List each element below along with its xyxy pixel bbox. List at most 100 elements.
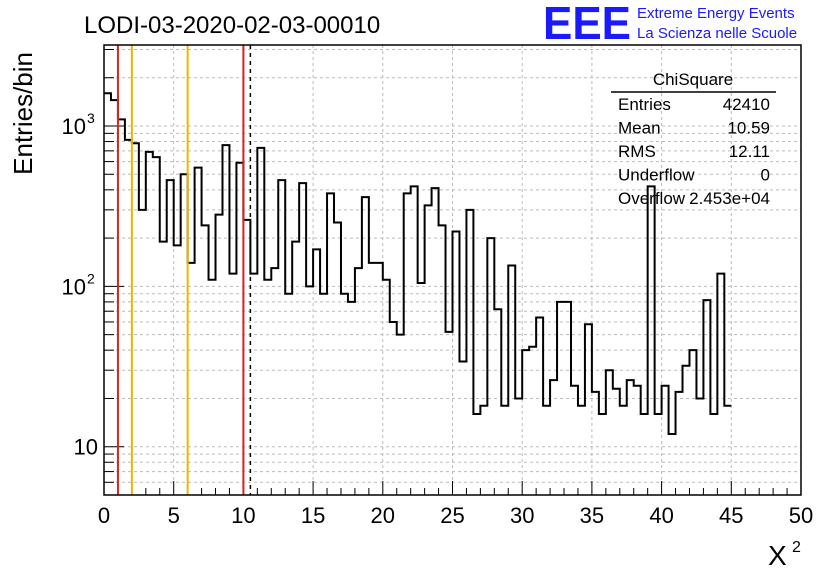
histogram-bin: [501, 405, 508, 407]
stats-row-label: RMS: [618, 142, 656, 161]
histogram-bin: [146, 151, 153, 153]
histogram-bin: [153, 156, 160, 158]
y-tick-exponent: 2: [87, 270, 95, 286]
histogram-bin: [341, 293, 348, 295]
x-tick-label: 45: [719, 503, 743, 528]
y-tick-base: 10: [62, 114, 86, 139]
histogram-bin: [229, 273, 236, 275]
histogram-bin: [216, 214, 223, 216]
histogram-bin: [271, 267, 278, 269]
histogram-bin: [181, 173, 188, 175]
y-tick-base: 10: [74, 435, 98, 460]
histogram-bin: [327, 192, 334, 194]
stats-row-value: 12.11: [729, 142, 770, 161]
histogram-bin: [683, 365, 690, 367]
histogram-bin: [466, 209, 473, 211]
histogram-bin: [411, 185, 418, 187]
x-tick-label: 20: [371, 503, 395, 528]
histogram-bin: [264, 279, 271, 281]
histogram-bin: [397, 334, 404, 336]
histogram-bin: [592, 391, 599, 393]
histogram-bin: [703, 299, 710, 301]
histogram-bin: [669, 433, 676, 435]
histogram-series: [104, 92, 732, 436]
histogram-bin: [167, 179, 174, 181]
histogram-bin: [369, 262, 376, 264]
histogram-bin: [655, 413, 662, 415]
stats-rows: Entries 42410 Mean 10.59 RMS 12.11 Underflow 0 O…: [618, 95, 770, 208]
x-axis-label: X 2: [768, 539, 801, 571]
histogram-bin: [494, 308, 501, 310]
histogram-bin: [439, 224, 446, 226]
y-tick-label: 10: [74, 435, 98, 460]
histogram-bin: [459, 360, 466, 362]
x-tick-label: 15: [301, 503, 325, 528]
histogram-bin: [564, 301, 571, 303]
histogram-bin: [557, 301, 564, 303]
histogram-bin: [543, 405, 550, 407]
histogram-bin: [355, 267, 362, 269]
histogram-bin: [432, 187, 439, 189]
x-tick-label: 25: [440, 503, 464, 528]
chart-title: LODI-03-2020-02-03-00010: [84, 12, 380, 39]
histogram-bin: [209, 279, 216, 281]
histogram-bin: [473, 413, 480, 415]
histogram-bin: [585, 323, 592, 325]
histogram-bin: [662, 385, 669, 387]
histogram-bin: [418, 282, 425, 284]
histogram-bin: [160, 241, 167, 243]
histogram-bin: [306, 285, 313, 287]
y-axis-label: Entries/bin: [8, 52, 38, 175]
histogram-bin: [285, 293, 292, 295]
stats-row-value: 0: [761, 166, 770, 185]
histogram-bin: [536, 316, 543, 318]
histogram-bin: [139, 209, 146, 211]
logo-line1: Extreme Energy Events: [637, 5, 795, 22]
histogram-bin: [188, 262, 195, 264]
y-tick-base: 10: [62, 274, 86, 299]
histogram-bin: [174, 244, 181, 246]
histogram-bin: [620, 405, 627, 407]
histogram-bin: [118, 118, 125, 120]
histogram-bin: [250, 273, 257, 275]
histogram-bin: [243, 219, 250, 221]
histogram-bin: [222, 144, 229, 146]
plot-frame: [103, 44, 802, 496]
histogram-bin: [390, 321, 397, 323]
histogram-bin: [404, 192, 411, 194]
histogram-outline: [104, 92, 732, 436]
x-tick-label: 35: [580, 503, 604, 528]
histogram-bin: [522, 349, 529, 351]
histogram-bin: [508, 264, 515, 266]
stats-row-label: Mean: [618, 119, 661, 138]
histogram-bin: [278, 179, 285, 181]
histogram-bin: [362, 196, 369, 198]
y-tick-label: 10 3: [62, 110, 95, 139]
histogram-bin: [236, 162, 243, 164]
stats-row-value: 2.453e+04: [689, 189, 770, 208]
histogram-bin: [550, 379, 557, 381]
histogram-bin: [348, 301, 355, 303]
stats-title: ChiSquare: [653, 70, 733, 89]
histogram-bin: [292, 241, 299, 243]
histogram-bin: [599, 413, 606, 415]
histogram-bin: [446, 331, 453, 333]
stats-row-value: 10.59: [727, 119, 770, 138]
stats-box: ChiSquare Entries 42410 Mean 10.59 RMS 12.11 U…: [611, 70, 776, 208]
histogram-bin: [578, 405, 585, 407]
histogram-bin: [480, 405, 487, 407]
histogram-bin: [453, 230, 460, 232]
histogram-bin: [613, 388, 620, 390]
histogram-bin: [111, 99, 118, 101]
stats-row-label: Underflow: [618, 166, 695, 185]
stats-row-label: Overflow: [618, 189, 686, 208]
logo-text: EEE: [543, 0, 631, 49]
histogram-bin: [125, 139, 132, 141]
histogram-bin: [383, 279, 390, 281]
histogram-bin: [104, 92, 111, 94]
histogram-bin: [515, 397, 522, 399]
stats-row-value: 42410: [723, 95, 770, 114]
histogram-bin: [529, 346, 536, 348]
